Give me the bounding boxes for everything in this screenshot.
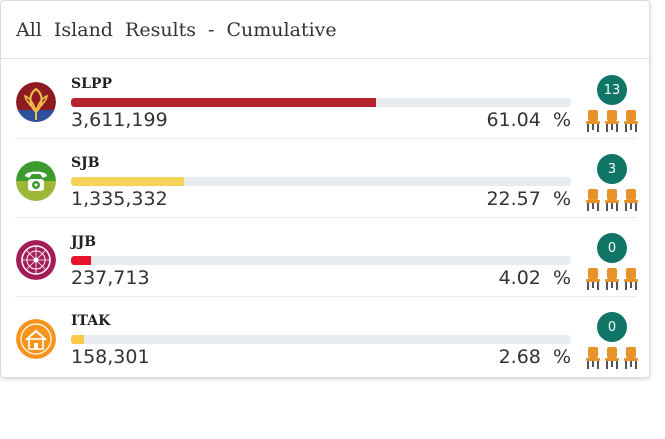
vote-count: 3,611,199 <box>71 109 168 131</box>
telephone-icon <box>16 161 56 201</box>
lotus-bud-icon <box>16 82 56 122</box>
seats-chairs <box>585 110 639 132</box>
party-row-sjb[interactable]: SJB 1,335,332 22.57 % 3 <box>1 139 649 218</box>
row-divider <box>15 138 637 139</box>
vote-count: 237,713 <box>71 267 150 289</box>
chair-icon <box>624 189 638 211</box>
party-name: SLPP <box>71 76 113 92</box>
seats-chairs <box>585 268 639 290</box>
seat-count-badge: 13 <box>597 75 627 105</box>
results-card: All Island Results - Cumulative SLPP 3,6… <box>0 0 650 378</box>
chair-icon <box>605 347 619 369</box>
party-name: ITAK <box>71 313 111 329</box>
seats-chairs <box>585 189 639 211</box>
vote-share-bar <box>71 256 571 265</box>
vote-percent: 2.68 % <box>498 346 571 368</box>
seat-count-badge: 0 <box>597 233 627 263</box>
chair-icon <box>586 110 600 132</box>
compass-icon <box>16 240 56 280</box>
party-name: JJB <box>71 234 97 250</box>
chair-icon <box>624 268 638 290</box>
chair-icon <box>605 189 619 211</box>
party-row-slpp[interactable]: SLPP 3,611,199 61.04 % 13 <box>1 60 649 139</box>
vote-percent: 22.57 % <box>486 188 571 210</box>
seats-chairs <box>585 347 639 369</box>
chair-icon <box>586 347 600 369</box>
vote-share-bar <box>71 98 571 107</box>
chair-icon <box>605 110 619 132</box>
house-icon <box>16 319 56 359</box>
party-name: SJB <box>71 155 100 171</box>
vote-percent: 61.04 % <box>486 109 571 131</box>
vote-share-bar <box>71 177 571 186</box>
vote-percent: 4.02 % <box>498 267 571 289</box>
card-header: All Island Results - Cumulative <box>1 1 649 59</box>
card-title: All Island Results - Cumulative <box>16 18 337 41</box>
chair-icon <box>605 268 619 290</box>
row-divider <box>15 217 637 218</box>
party-row-itak[interactable]: ITAK 158,301 2.68 % 0 <box>1 297 649 376</box>
vote-count: 1,335,332 <box>71 188 168 210</box>
vote-share-fill <box>71 177 184 186</box>
vote-share-bar <box>71 335 571 344</box>
vote-share-fill <box>71 335 85 344</box>
vote-count: 158,301 <box>71 346 150 368</box>
vote-share-fill <box>71 98 377 107</box>
seat-count-badge: 0 <box>597 312 627 342</box>
chair-icon <box>624 347 638 369</box>
chair-icon <box>586 268 600 290</box>
chair-icon <box>624 110 638 132</box>
row-divider <box>15 296 637 297</box>
party-row-jjb[interactable]: JJB 237,713 4.02 % 0 <box>1 218 649 297</box>
seat-count-badge: 3 <box>597 154 627 184</box>
chair-icon <box>586 189 600 211</box>
vote-share-fill <box>71 256 92 265</box>
